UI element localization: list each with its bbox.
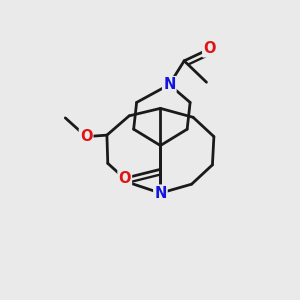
Text: N: N <box>154 186 167 201</box>
Text: O: O <box>118 171 131 186</box>
Text: N: N <box>163 77 176 92</box>
Text: O: O <box>80 129 92 144</box>
Text: O: O <box>203 41 216 56</box>
